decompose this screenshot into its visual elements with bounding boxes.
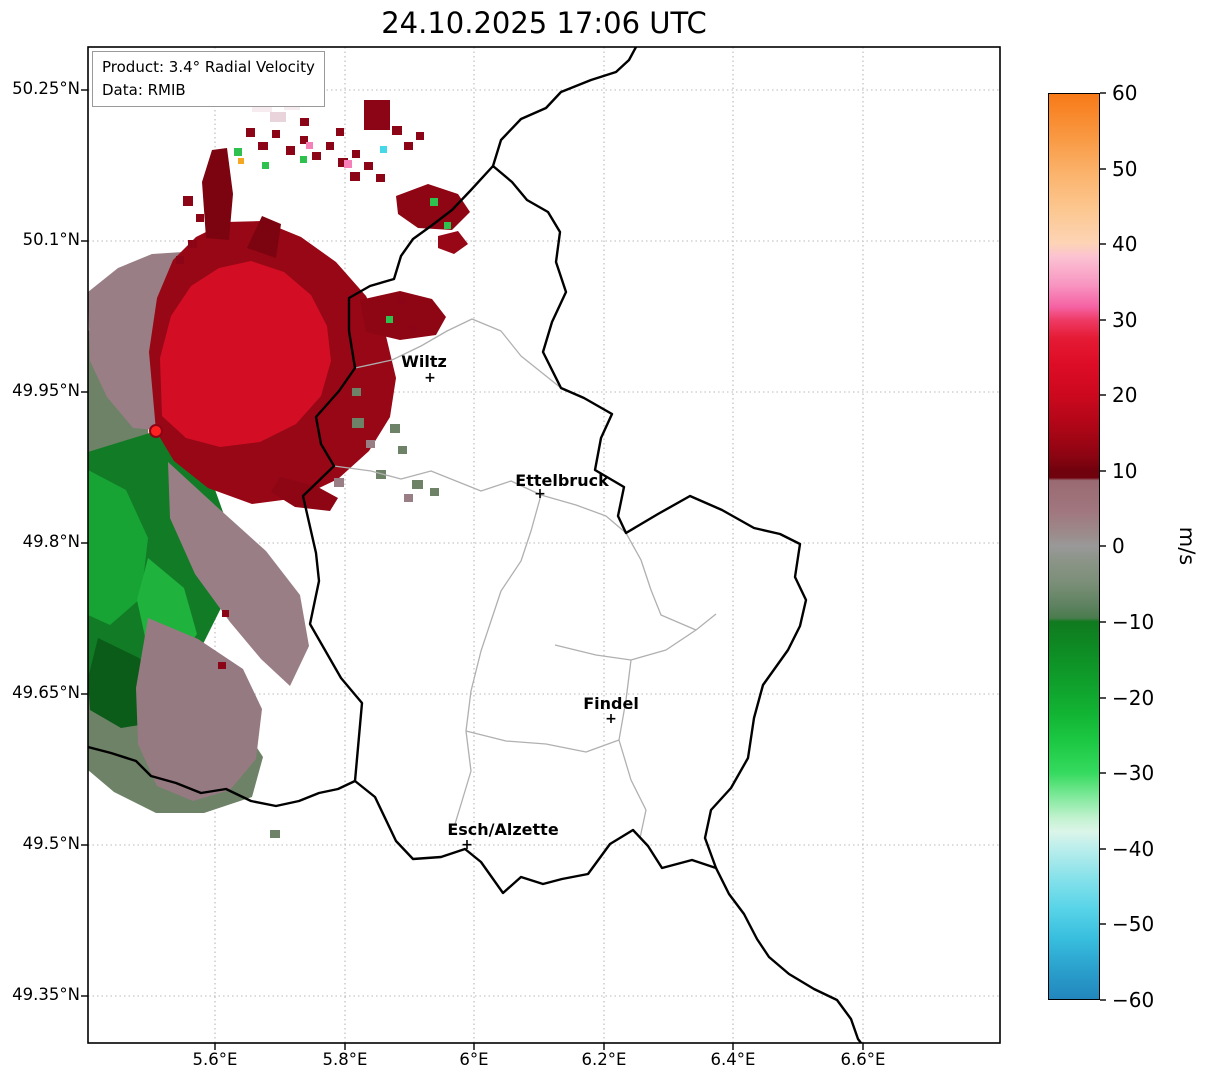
echo-red-arm-southeast <box>271 477 338 511</box>
luxembourg-border <box>301 164 808 895</box>
clutter-speckles-mauve <box>334 440 413 502</box>
clutter-speckles-misc <box>238 146 387 164</box>
border-west-extension <box>88 745 357 808</box>
plot-frame <box>87 46 1001 1044</box>
echo-red-arm-east <box>360 291 446 340</box>
echo-maroon-tongue <box>202 148 233 240</box>
echo-red-cluster-north-2 <box>438 231 468 254</box>
city-marker-wiltz: + <box>424 370 436 386</box>
colorbar-tick-label: −50 <box>1112 912 1155 936</box>
echo-red-bright-core <box>160 261 331 447</box>
colorbar-tick-label: 50 <box>1112 157 1138 181</box>
echo-red-cluster-north <box>396 184 470 230</box>
echo-mauve-south <box>136 618 262 801</box>
figure-title: 24.10.2025 17:06 UTC <box>381 6 707 40</box>
echo-green-dark <box>88 638 167 728</box>
colorbar-tick-label: 40 <box>1112 232 1138 256</box>
colorbar-tick-label: 0 <box>1112 534 1125 558</box>
colorbar-tick-label: 30 <box>1112 308 1138 332</box>
border-southeast-extension <box>714 866 863 1043</box>
data-source-label: Data: RMIB <box>102 80 186 99</box>
colorbar-tick-label: 10 <box>1112 459 1138 483</box>
colorbar-tick-label: −30 <box>1112 761 1155 785</box>
echo-green-bright-1 <box>88 470 148 625</box>
y-tick-label: 49.95°N <box>12 381 80 400</box>
city-label-ettelbruck: Ettelbruck <box>515 471 609 490</box>
y-tick-label: 49.65°N <box>12 683 80 702</box>
city-marker-findel: + <box>605 711 617 727</box>
echo-maroon-blob <box>247 216 281 258</box>
clutter-speckles-green <box>234 148 451 323</box>
x-tick-label: 6.4°E <box>710 1050 756 1069</box>
y-tick-label: 50.1°N <box>22 230 80 249</box>
y-tick-label: 50.25°N <box>12 79 80 98</box>
colorbar-gradient <box>1048 93 1100 1000</box>
echo-green-bright-2 <box>137 558 197 662</box>
clutter-speckles-dark-red <box>176 100 424 669</box>
country-borders <box>88 47 863 1043</box>
clutter-speckles-pink <box>306 142 352 168</box>
clutter-speckles-gray-green <box>270 388 439 838</box>
echo-red-dark-fan <box>149 221 396 504</box>
city-label-wiltz: Wiltz <box>401 352 447 371</box>
echo-mauve-southeast <box>168 462 309 686</box>
colorbar-tick-label: −60 <box>1112 988 1155 1012</box>
echo-green-fan <box>88 431 233 702</box>
border-north-extension <box>491 47 638 168</box>
echo-grayish-green-base <box>88 330 263 813</box>
x-tick-label: 5.8°E <box>322 1050 368 1069</box>
canton-borders <box>333 318 717 839</box>
y-tick-label: 49.35°N <box>12 985 80 1004</box>
colorbar-tick-label: 20 <box>1112 383 1138 407</box>
radar-site-dot <box>149 424 163 438</box>
colorbar-tick-label: −10 <box>1112 610 1155 634</box>
radar-echoes <box>88 78 470 838</box>
city-marker-esch-alzette: + <box>461 837 473 853</box>
y-tick-label: 49.8°N <box>22 532 80 551</box>
axis-tick-marks <box>81 89 864 1050</box>
x-tick-label: 5.6°E <box>192 1050 238 1069</box>
colorbar-tick-label: −20 <box>1112 686 1155 710</box>
y-tick-label: 49.5°N <box>22 834 80 853</box>
x-tick-label: 6.6°E <box>840 1050 886 1069</box>
x-tick-label: 6.2°E <box>581 1050 627 1069</box>
colorbar-tick-marks <box>1100 92 1106 1001</box>
gridlines <box>88 47 1000 1043</box>
x-tick-label: 6°E <box>459 1050 489 1069</box>
product-info-box: Product: 3.4° Radial Velocity Data: RMIB <box>92 51 325 107</box>
colorbar-tick-label: −40 <box>1112 837 1155 861</box>
product-label: Product: 3.4° Radial Velocity <box>102 58 315 76</box>
colorbar-tick-label: 60 <box>1112 81 1138 105</box>
echo-mauve-northwest <box>88 252 183 430</box>
colorbar-unit-label: m/s <box>1175 526 1199 566</box>
city-marker-ettelbruck: + <box>534 486 546 502</box>
